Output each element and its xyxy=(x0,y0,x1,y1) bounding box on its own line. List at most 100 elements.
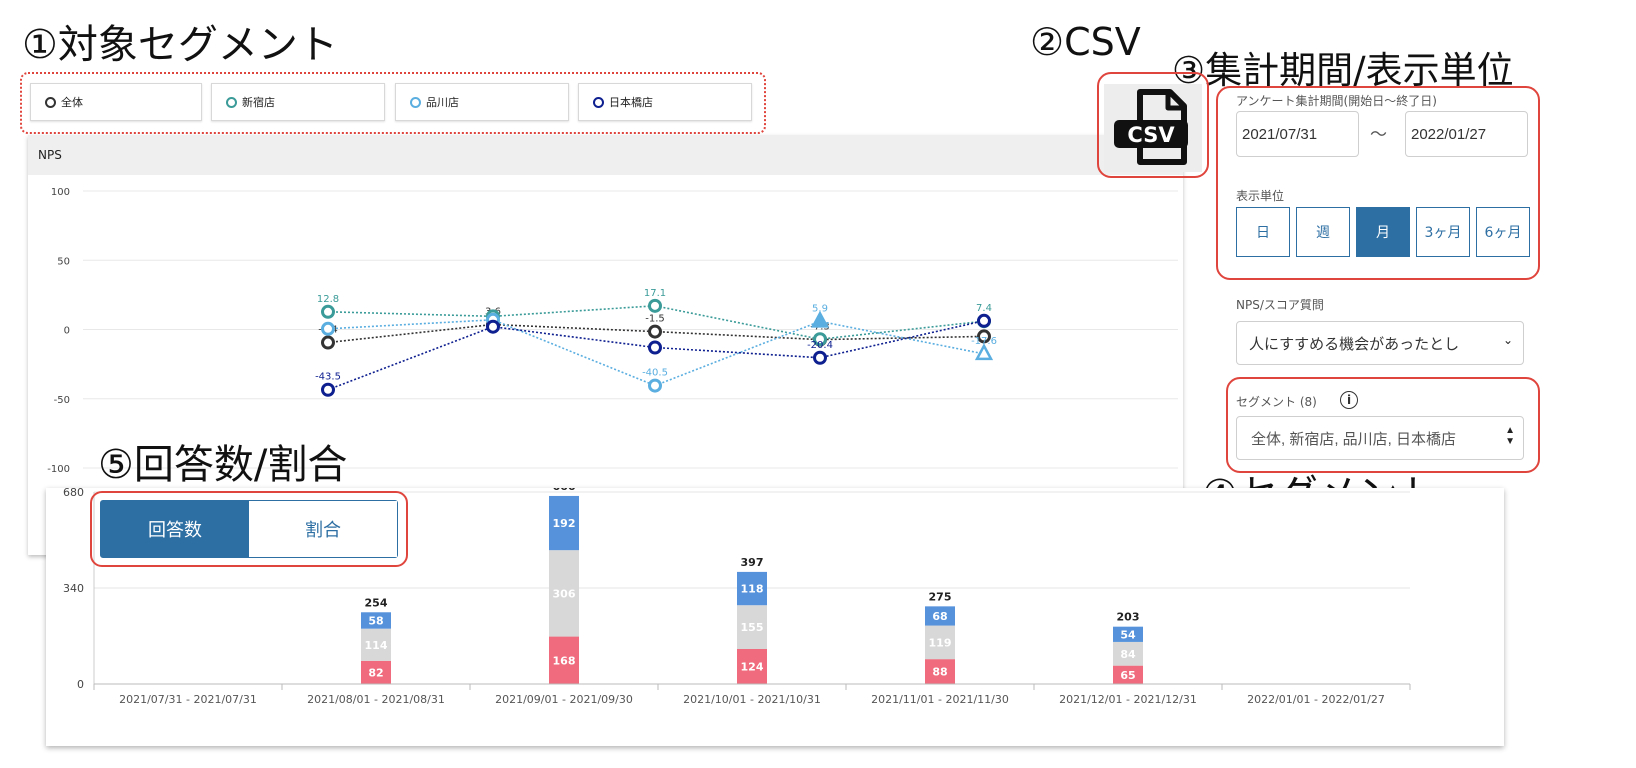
bar-segment xyxy=(549,495,579,551)
bar-segment xyxy=(1113,665,1143,684)
bar-segment xyxy=(737,605,767,649)
segment-tab-shinagawa[interactable]: 品川店 xyxy=(395,83,569,121)
csv-file-icon: CSV xyxy=(1114,89,1188,165)
bar-value-label: 306 xyxy=(553,587,576,600)
start-date-input[interactable]: 2021/07/31 xyxy=(1236,111,1359,157)
sort-arrows-icon: ▲ ▼ xyxy=(1505,425,1515,447)
nps-line-chart: 100500-50-100-9.43.6-1.5-7.312.817.17.4-… xyxy=(47,187,1178,475)
segment-tabs-highlight xyxy=(20,72,766,134)
unit-6month-button[interactable]: 6ヶ月 xyxy=(1476,207,1530,257)
csv-download-button[interactable]: CSV xyxy=(1104,84,1202,172)
end-date-input[interactable]: 2022/01/27 xyxy=(1405,111,1528,157)
y-tick-label: 0 xyxy=(64,326,70,337)
bar-value-label: 118 xyxy=(741,583,764,596)
info-icon[interactable]: i xyxy=(1340,391,1358,409)
period-label: アンケート集計期間(開始日〜終了日) xyxy=(1236,94,1437,108)
data-point xyxy=(977,313,991,328)
chevron-down-icon: ⌄ xyxy=(1502,333,1513,347)
y-tick-label: 50 xyxy=(57,256,70,267)
bar-value-label: 68 xyxy=(932,610,947,623)
csv-icon-label: CSV xyxy=(1127,123,1175,147)
nps-question-value: 人にすすめる機会があったとし xyxy=(1249,335,1460,353)
segment-select-highlight xyxy=(1226,377,1540,473)
csv-highlight xyxy=(1097,72,1209,178)
data-label: 17.1 xyxy=(644,288,666,299)
y-tick-label: -50 xyxy=(54,395,70,406)
bar-value-label: 84 xyxy=(1120,648,1136,661)
segment-tab-label: 全体 xyxy=(61,96,83,109)
x-tick-label: 2021/07/31 - 2021/07/31 xyxy=(119,693,257,706)
bar-value-label: 114 xyxy=(365,639,388,652)
segment-select[interactable]: 全体, 新宿店, 品川店, 日本橋店 ▲ ▼ xyxy=(1236,416,1524,460)
x-tick-label: 2022/01/01 - 2022/01/27 xyxy=(1247,693,1385,706)
y-tick-label: 0 xyxy=(77,678,84,691)
bar-segment xyxy=(1113,641,1143,666)
bar-total-label: 275 xyxy=(929,590,952,603)
nps-chart-title: NPS xyxy=(38,148,62,162)
data-point xyxy=(321,335,335,350)
x-tick-label: 2021/09/01 - 2021/09/30 xyxy=(495,693,633,706)
segment-select-value: 全体, 新宿店, 品川店, 日本橋店 xyxy=(1251,430,1457,448)
x-tick-label: 2021/08/01 - 2021/08/31 xyxy=(307,693,445,706)
bar-value-label: 58 xyxy=(368,614,383,627)
display-unit-label: 表示単位 xyxy=(1236,189,1285,203)
bar-segment xyxy=(737,571,767,606)
data-point xyxy=(321,321,335,336)
y-tick-label: 680 xyxy=(63,488,84,499)
bar-segment xyxy=(925,606,955,626)
bar-value-label: 124 xyxy=(741,660,764,673)
response-count-bar-chart: 680 340 0 2021/07/31 - 2021/07/31 2021/08/01… xyxy=(63,488,1411,706)
segment-color-icon xyxy=(410,96,421,108)
bar-segment xyxy=(361,660,391,684)
segment-color-icon xyxy=(226,96,237,108)
series-line xyxy=(327,319,985,391)
annotation-period-unit: ③集計期間/表示単位 xyxy=(1172,49,1514,92)
segment-tab-label: 新宿店 xyxy=(242,96,275,109)
segment-tab-nihonbashi[interactable]: 日本橋店 xyxy=(578,83,752,121)
unit-day-button[interactable]: 日 xyxy=(1236,207,1290,257)
count-ratio-toggle: 回答数 割合 xyxy=(100,500,398,558)
data-point xyxy=(813,350,827,365)
bar-segment xyxy=(361,628,391,661)
y-tick-label: -100 xyxy=(47,464,70,475)
bar-segment xyxy=(925,625,955,660)
annotation-csv: ②CSV xyxy=(1030,20,1141,64)
data-label: -43.5 xyxy=(315,372,341,383)
data-point xyxy=(648,324,662,339)
segment-tab-shinjuku[interactable]: 新宿店 xyxy=(211,83,385,121)
bar-segment xyxy=(1113,626,1143,642)
nps-question-select[interactable]: 人にすすめる機会があったとし ⌄ xyxy=(1236,321,1524,365)
end-date-value: 2022/01/27 xyxy=(1411,125,1487,143)
count-toggle-button[interactable]: 回答数 xyxy=(101,501,249,557)
y-tick-label: 100 xyxy=(51,187,70,198)
unit-week-button[interactable]: 週 xyxy=(1296,207,1350,257)
unit-3month-button[interactable]: 3ヶ月 xyxy=(1416,207,1470,257)
data-label: -1.5 xyxy=(645,314,665,325)
segment-tab-all[interactable]: 全体 xyxy=(30,83,202,121)
segment-color-icon xyxy=(593,96,604,108)
segment-tab-label: 日本橋店 xyxy=(609,96,653,109)
bar-segment xyxy=(737,648,767,684)
nps-chart-panel: NPS xyxy=(28,135,1183,555)
bar-value-label: 88 xyxy=(932,666,947,679)
unit-month-button[interactable]: 月 xyxy=(1356,207,1410,257)
data-point xyxy=(321,382,335,397)
data-label: -40.5 xyxy=(642,368,668,379)
x-tick-label: 2021/12/01 - 2021/12/31 xyxy=(1059,693,1197,706)
ratio-toggle-button[interactable]: 割合 xyxy=(249,501,397,557)
data-point xyxy=(977,329,991,344)
period-separator: 〜 xyxy=(1370,125,1387,145)
bar-value-label: 119 xyxy=(929,636,952,649)
data-point xyxy=(648,340,662,355)
bar-segment xyxy=(361,612,391,629)
data-label: -20.4 xyxy=(807,340,833,351)
y-tick-label: 340 xyxy=(63,582,84,595)
data-point xyxy=(648,298,662,313)
data-point xyxy=(813,332,827,347)
toggle-highlight xyxy=(90,491,408,567)
bar-total-label: 397 xyxy=(741,556,764,569)
period-unit-highlight xyxy=(1216,86,1540,280)
data-point xyxy=(321,304,335,319)
x-tick-label: 2021/11/01 - 2021/11/30 xyxy=(871,693,1009,706)
data-point xyxy=(810,310,830,328)
